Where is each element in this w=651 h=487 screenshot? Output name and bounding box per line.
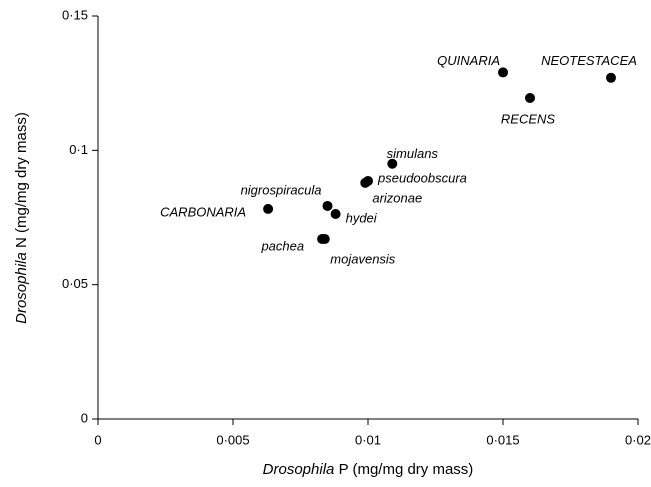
x-tick-label: 0·015 — [486, 432, 519, 447]
point-label: simulans — [387, 146, 439, 161]
x-tick-label: 0 — [94, 432, 101, 447]
point-label: NEOTESTACEA — [541, 53, 637, 68]
x-axis-label-genus: Drosophila — [263, 461, 335, 478]
y-tick-label: 0·1 — [69, 142, 88, 157]
point — [263, 203, 274, 214]
point — [606, 72, 616, 83]
point-label: pachea — [260, 238, 304, 253]
x-axis-label: Drosophila P (mg/mg dry mass) — [263, 461, 474, 478]
y-axis-label-rest: N (mg/mg dry mass) — [13, 112, 30, 248]
point-label: nigrospiracula — [241, 182, 322, 197]
x-tick-label: 0·02 — [625, 432, 651, 447]
point-label: RECENS — [501, 111, 556, 126]
point-label: pseudoobscura — [377, 170, 467, 185]
y-tick-label: 0·05 — [62, 276, 88, 291]
point-label: hydei — [346, 210, 378, 225]
point — [322, 200, 333, 211]
point — [360, 177, 371, 188]
point-label: CARBONARIA — [160, 204, 246, 219]
y-axis-label-genus: Drosophila — [13, 252, 30, 324]
point — [387, 158, 398, 169]
y-tick-label: 0·15 — [62, 7, 88, 22]
point-label: arizonae — [372, 190, 422, 205]
y-tick-label: 0 — [81, 410, 88, 425]
point — [330, 209, 341, 220]
x-tick-label: 0·005 — [216, 432, 249, 447]
point — [319, 233, 330, 244]
x-axis-label-rest: P (mg/mg dry mass) — [339, 461, 474, 478]
x-tick-label: 0·01 — [355, 432, 381, 447]
point-label: mojavensis — [330, 251, 396, 266]
point — [525, 92, 535, 103]
point — [498, 67, 508, 78]
y-axis-label: Drosophila N (mg/mg dry mass) — [13, 112, 30, 324]
point-label: QUINARIA — [437, 53, 500, 68]
